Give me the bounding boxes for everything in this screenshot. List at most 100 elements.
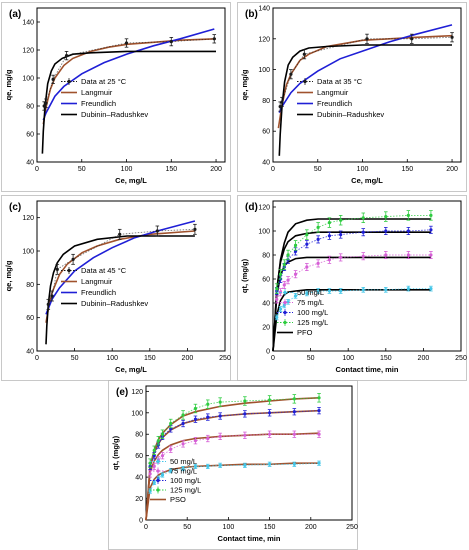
series-dotted-line <box>279 36 453 107</box>
y-tick-label: 140 <box>258 6 270 13</box>
y-tick-label: 60 <box>262 277 270 284</box>
data-point <box>193 417 198 421</box>
legend-swatch-marker <box>156 459 160 464</box>
y-tick-label: 100 <box>258 229 270 236</box>
data-point <box>181 421 185 426</box>
data-point <box>206 415 210 419</box>
series-line <box>277 34 453 129</box>
data-point <box>302 52 306 56</box>
data-point <box>206 464 210 468</box>
y-axis-label: qe, mg/g <box>4 69 13 100</box>
data-point <box>181 413 185 417</box>
x-tick-label: 200 <box>418 355 430 362</box>
y-tick-label: 40 <box>26 349 34 356</box>
legend-label: Freundlich <box>81 99 116 108</box>
series-line <box>45 235 195 345</box>
data-point <box>278 272 283 276</box>
plot-area <box>272 7 462 163</box>
data-point <box>406 253 410 257</box>
y-tick-label: 40 <box>262 301 270 308</box>
y-tick-label: 80 <box>262 253 270 260</box>
data-point <box>361 254 365 258</box>
data-point <box>339 218 343 222</box>
legend-label: Langmuir <box>81 88 113 97</box>
x-tick-label: 50 <box>307 355 315 362</box>
series-line <box>278 44 452 156</box>
x-axis-label: Ce, mg/L <box>115 176 147 185</box>
data-point <box>243 433 247 437</box>
legend-swatch-marker <box>283 320 287 325</box>
legend-label: PSO <box>170 495 186 504</box>
data-point <box>317 396 321 400</box>
data-point <box>193 406 198 411</box>
data-point <box>327 221 331 225</box>
y-tick-label: 120 <box>22 215 34 222</box>
data-point <box>316 225 320 229</box>
panel-d: (d) 0 50 100 150 200 250 0 20 40 60 80 100 120 Contact… <box>237 195 467 381</box>
data-point <box>148 472 152 476</box>
x-tick-label: 0 <box>271 166 275 173</box>
data-point <box>305 242 309 246</box>
x-tick-label: 150 <box>144 355 156 362</box>
y-axis-label: qt, (mg/g) <box>240 258 249 293</box>
data-point <box>305 265 309 269</box>
data-point <box>218 434 222 438</box>
legend-swatch-marker <box>67 268 71 273</box>
legend-label: 50 mg/L <box>297 288 324 297</box>
data-point <box>155 229 159 233</box>
data-point <box>275 287 279 291</box>
y-tick-label: 100 <box>131 410 143 417</box>
panel-e: (e) 0 50 100 150 200 250 0 20 40 60 80 100 120 Contact… <box>108 380 358 550</box>
x-tick-label: 0 <box>144 524 148 531</box>
data-point <box>292 432 296 436</box>
data-point <box>280 100 284 104</box>
data-point <box>293 243 298 247</box>
y-tick-label: 100 <box>22 249 34 256</box>
data-point <box>218 463 222 467</box>
data-point <box>268 398 272 402</box>
series-dotted-line <box>149 397 320 464</box>
legend-swatch-marker <box>303 79 307 84</box>
data-point <box>339 289 343 293</box>
legend-label: Freundlich <box>81 288 116 297</box>
data-point <box>406 213 410 217</box>
y-tick-label: 20 <box>262 325 270 332</box>
panel-label: (d) <box>245 202 258 213</box>
data-point <box>275 297 279 301</box>
data-point <box>361 216 365 220</box>
x-tick-label: 100 <box>223 524 235 531</box>
x-axis-label: Ce, mg/L <box>351 176 383 185</box>
y-tick-label: 100 <box>22 76 34 83</box>
data-point <box>282 283 286 287</box>
x-tick-label: 50 <box>78 166 86 173</box>
data-point <box>406 287 410 291</box>
y-tick-label: 80 <box>26 282 34 289</box>
data-point <box>169 40 173 44</box>
plot-area <box>145 385 353 521</box>
y-tick-label: 120 <box>258 36 270 43</box>
data-point <box>193 439 198 443</box>
data-point <box>44 101 48 105</box>
x-tick-label: 150 <box>264 524 276 531</box>
y-axis-label: qe, mg/g <box>4 260 13 291</box>
x-tick-label: 0 <box>271 355 275 362</box>
legend-label: PFO <box>297 328 313 337</box>
legend-label: Langmuir <box>317 88 349 97</box>
data-point <box>305 233 309 237</box>
data-point <box>152 464 156 468</box>
data-point <box>275 315 279 319</box>
data-point <box>181 466 185 471</box>
data-point <box>450 35 454 39</box>
y-tick-label: 100 <box>258 67 270 74</box>
data-point <box>160 454 165 458</box>
data-point <box>243 399 247 403</box>
y-tick-label: 40 <box>26 160 34 167</box>
data-point <box>42 104 46 108</box>
data-point <box>292 462 296 466</box>
data-point <box>384 215 388 219</box>
panel-label: (b) <box>245 9 258 20</box>
legend-label: 75 mg/L <box>170 467 197 476</box>
data-point <box>118 232 122 236</box>
data-point <box>268 462 272 466</box>
